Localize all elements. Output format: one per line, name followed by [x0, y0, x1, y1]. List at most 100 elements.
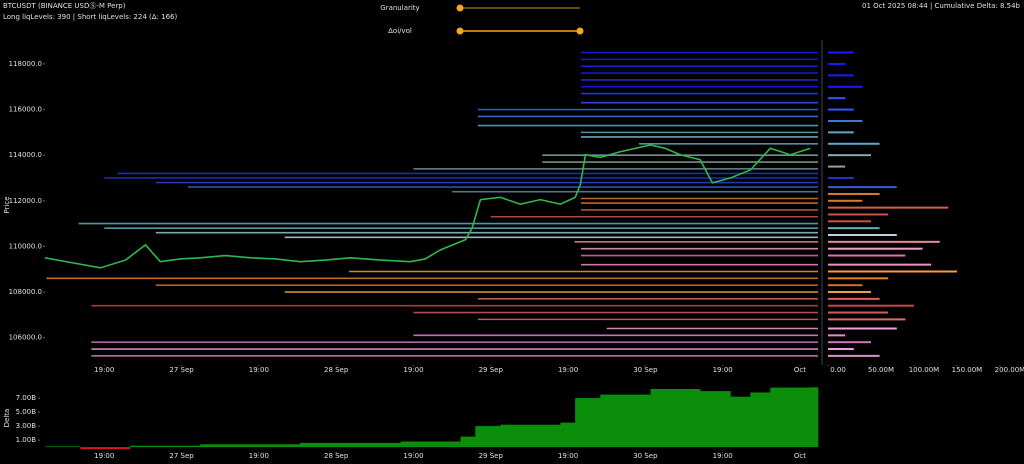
x-tick-label: 19:00: [713, 452, 733, 460]
x-tick-label: 0.00: [830, 366, 846, 374]
granularity-slider[interactable]: [456, 4, 581, 12]
x-tick-label: 19:00: [94, 452, 114, 460]
delta-step: [560, 422, 576, 448]
liq-bar: [828, 119, 863, 122]
liq-bar: [828, 334, 846, 337]
liq-bar: [828, 240, 940, 243]
delta-step: [575, 398, 601, 448]
liq-bar: [828, 277, 889, 280]
x-tick-label: 50.00M: [868, 366, 894, 374]
x-tick-label: 29 Sep: [479, 366, 504, 374]
liq-bar: [828, 213, 889, 216]
liq-bar: [828, 311, 889, 314]
y-tick-label: 118000.0: [9, 60, 42, 68]
oi-vol-slider[interactable]: [456, 27, 584, 35]
liq-bar: [828, 192, 880, 195]
liq-bar: [828, 220, 871, 223]
slider-handle[interactable]: [576, 27, 584, 35]
liq-bar: [828, 234, 897, 236]
delta-step: [750, 392, 771, 448]
liq-bar: [828, 297, 880, 300]
delta-step: [500, 424, 561, 448]
delta-step: [130, 445, 201, 448]
delta-step: [600, 394, 651, 448]
y-tick-label: 114000.0: [9, 151, 42, 159]
x-tick-label: 19:00: [249, 452, 269, 460]
y-tick-label: 5.00B: [16, 408, 37, 416]
y-tick-label: 7.00B: [16, 394, 37, 402]
liq-bar: [828, 291, 871, 294]
delta-step: [770, 387, 811, 448]
levels-info: Long liqLevels: 390 | Short liqLevels: 2…: [3, 13, 177, 21]
y-axis-label: Delta: [3, 409, 11, 428]
y-tick-label: 110000.0: [9, 242, 42, 250]
liq-bar: [828, 97, 846, 100]
liq-bar: [828, 304, 914, 307]
y-tick-label: 1.00B: [16, 436, 37, 444]
liq-bar: [828, 176, 854, 179]
delta-step: [400, 441, 461, 448]
delta-step: [460, 436, 476, 448]
x-tick-label: 19:00: [94, 366, 114, 374]
y-tick-label: 112000.0: [9, 197, 42, 205]
liq-bar: [828, 154, 871, 157]
liq-bar: [828, 186, 897, 189]
slider-handle[interactable]: [456, 27, 464, 35]
x-tick-label: Oct: [794, 452, 806, 460]
x-tick-label: 200.00M: [995, 366, 1024, 374]
x-tick-label: 30 Sep: [633, 452, 658, 460]
delta-step: [45, 446, 81, 448]
liq-bar: [828, 354, 880, 357]
y-tick-label: 116000.0: [9, 106, 42, 114]
slider-handle[interactable]: [456, 4, 464, 12]
x-tick-label: 19:00: [558, 452, 578, 460]
liq-bar: [828, 247, 923, 250]
control-label: Δoi/vol: [388, 27, 412, 35]
liq-bar: [828, 348, 854, 351]
x-tick-label: 19:00: [403, 366, 423, 374]
price-line: [44, 144, 811, 269]
x-tick-label: 30 Sep: [633, 366, 658, 374]
delta-step: [700, 391, 731, 448]
delta-step: [730, 396, 751, 448]
liq-bar: [828, 142, 880, 145]
liq-bar: [828, 85, 863, 88]
y-tick-label: 108000.0: [9, 288, 42, 296]
delta-step: [300, 442, 401, 448]
x-tick-label: 29 Sep: [479, 452, 504, 460]
x-tick-label: 19:00: [713, 366, 733, 374]
symbol: BTCUSDT (BINANCE USDⓈ-M Perp): [3, 2, 126, 10]
x-tick-label: Oct: [794, 366, 806, 374]
liquidation-levels: [46, 51, 818, 357]
liq-bar: [828, 227, 880, 230]
liq-bar: [828, 108, 854, 111]
delta-step: [650, 389, 701, 448]
x-tick-label: 27 Sep: [169, 452, 194, 460]
liq-bar: [828, 165, 846, 168]
liq-bar: [828, 51, 854, 54]
x-tick-label: 27 Sep: [169, 366, 194, 374]
y-tick-label: 106000.0: [9, 334, 42, 342]
liq-bar: [828, 341, 871, 344]
liq-bar: [828, 284, 863, 287]
liq-bar: [828, 270, 957, 273]
x-tick-label: 100.00M: [909, 366, 940, 374]
x-tick-label: 19:00: [558, 366, 578, 374]
y-tick-label: 3.00B: [16, 422, 37, 430]
timestamp-info: 01 Oct 2025 08:44 | Cumulative Delta: 8.…: [862, 2, 1021, 10]
delta-step: [810, 387, 819, 448]
liq-bar: [828, 254, 906, 257]
x-tick-label: 28 Sep: [324, 452, 349, 460]
delta-step: [200, 444, 301, 448]
liq-bar: [828, 318, 906, 321]
liq-bar: [828, 327, 897, 330]
liq-bar: [828, 263, 932, 266]
x-tick-label: 19:00: [249, 366, 269, 374]
delta-step: [475, 426, 501, 448]
y-axis-label: Price: [3, 196, 11, 213]
delta-step: [80, 447, 131, 450]
x-tick-label: 19:00: [403, 452, 423, 460]
x-tick-label: 150.00M: [952, 366, 983, 374]
control-label: Granularity: [380, 4, 419, 12]
